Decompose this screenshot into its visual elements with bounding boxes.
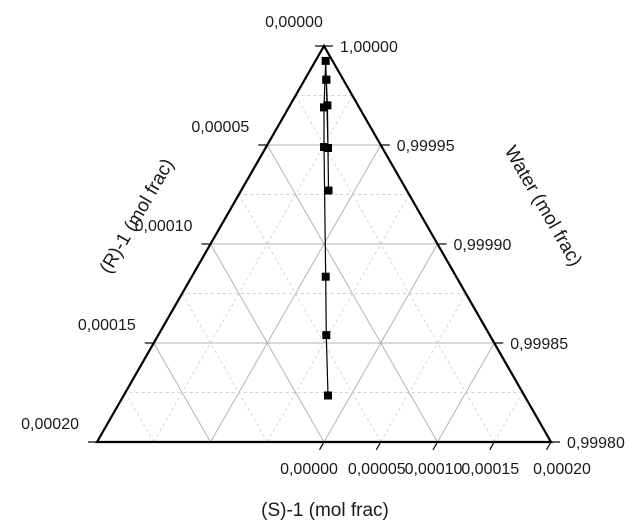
data-point (324, 391, 332, 400)
left-axis-title: (R)-1 (mol frac) (96, 155, 179, 277)
axis-ticks (88, 45, 560, 451)
bottom-axis-tick (432, 441, 439, 451)
grid-line-minor (266, 194, 410, 443)
bottom-axis-title: (S)-1 (mol frac) (261, 500, 389, 521)
left-tick-label: 0,00015 (78, 317, 136, 334)
right-axis-title: Water (mol frac) (500, 142, 586, 270)
right-tick-label: 0,99980 (567, 435, 625, 452)
grid-line-minor (295, 95, 495, 443)
data-point (324, 144, 332, 152)
grid-line-minor (124, 392, 155, 443)
left-tick-label: 0,00000 (265, 14, 323, 31)
bottom-axis-tick (489, 441, 495, 451)
bottom-tick-label: 0,00010 (405, 461, 463, 478)
left-tick-label: 0,00005 (191, 119, 249, 136)
left-tick-label: 0,00010 (135, 218, 193, 235)
data-point (322, 75, 331, 84)
bottom-tick-label: 0,00005 (348, 461, 406, 478)
bottom-tick-label: 0,00020 (533, 461, 591, 478)
data-series (320, 56, 333, 400)
right-tick-label: 0,99995 (397, 138, 455, 155)
left-tick-label: 0,00020 (21, 416, 79, 433)
grid-line-major (153, 342, 211, 443)
data-point (322, 331, 331, 340)
data-point (321, 56, 330, 65)
bottom-axis-tick (318, 441, 325, 451)
right-tick-label: 1,00000 (340, 39, 398, 56)
data-point (324, 186, 333, 195)
data-point (321, 272, 330, 281)
grid-line-minor (153, 95, 353, 443)
grid-line-minor (380, 293, 467, 443)
grid-line-minor (238, 194, 382, 443)
data-point (323, 101, 332, 110)
right-tick-label: 0,99990 (454, 237, 512, 254)
bottom-axis-tick (375, 441, 382, 451)
bottom-tick-label: 0,00015 (461, 461, 519, 478)
right-tick-label: 0,99985 (510, 336, 568, 353)
grid-line-minor (493, 392, 524, 443)
grid-line-minor (181, 293, 268, 443)
bottom-tick-label: 0,00000 (280, 461, 338, 478)
bottom-axis-tick (545, 441, 552, 451)
